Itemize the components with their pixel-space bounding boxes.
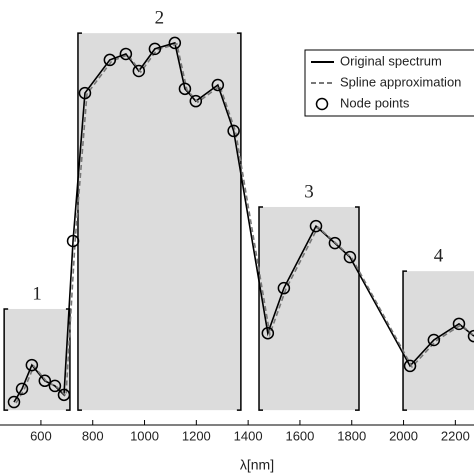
region-label: 2 [155,8,165,29]
node-point [467,329,474,343]
x-tick-label: 1200 [182,428,211,443]
node-point [227,124,240,138]
x-tick-label: 1000 [130,428,159,443]
node-point [452,317,466,331]
region-bracket [65,308,71,411]
node-point [403,359,417,373]
node-point [168,36,182,50]
node-point [427,333,441,347]
node-point [25,358,39,372]
legend-marker [315,97,329,111]
node-point [211,78,225,92]
legend-label: Original spectrum [340,53,442,68]
x-tick-label: 600 [30,428,52,443]
x-tick-label: 1600 [285,428,314,443]
series-line [15,42,474,404]
x-tick-label: 1800 [337,428,366,443]
node-point [48,379,62,393]
node-point [261,326,275,340]
region-label: 1 [32,283,42,304]
node-point [7,395,21,409]
region-bracket [402,270,408,411]
region-box [403,271,474,411]
x-tick-label: 2200 [441,428,470,443]
node-point [178,82,192,96]
region-bracket [258,206,264,411]
node-point [103,53,117,67]
node-point [15,382,29,396]
node-point [343,250,357,264]
region-box [259,206,359,411]
x-tick-label: 2000 [389,428,418,443]
region-box [77,33,241,411]
node-point [132,64,146,78]
x-tick-label: 1400 [234,428,263,443]
node-point [66,234,80,248]
legend: Original spectrum Spline approximation Nod… [304,49,474,117]
node-point [78,86,92,100]
node-point [309,219,323,233]
region-bracket [354,206,360,411]
x-tick-label: 800 [82,428,104,443]
legend-label: Node points [340,95,410,110]
node-point [277,281,291,295]
node-point [57,388,71,402]
region-bracket [77,32,82,411]
region-label: 3 [304,181,314,202]
node-point [148,42,162,56]
region-box [4,308,70,411]
region-bracket [3,308,9,411]
node-point [119,47,133,61]
node-point [328,236,342,250]
region-label: 4 [434,246,444,267]
x-axis-label: λ[nm] [240,457,274,473]
node-point [189,94,203,108]
region-bracket [236,32,242,411]
node-point [38,374,52,388]
legend-label: Spline approximation [340,74,461,89]
